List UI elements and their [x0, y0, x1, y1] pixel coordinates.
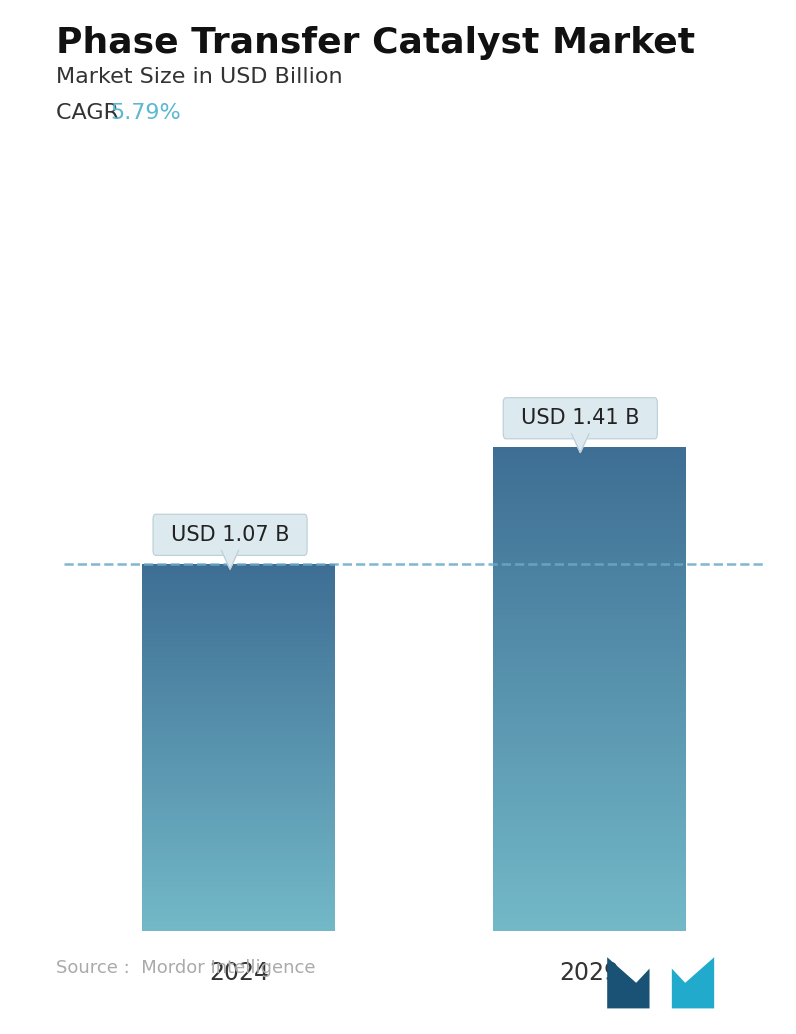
Text: 2024: 2024	[209, 962, 269, 985]
Text: 2029: 2029	[559, 962, 619, 985]
FancyBboxPatch shape	[153, 514, 307, 555]
Text: Phase Transfer Catalyst Market: Phase Transfer Catalyst Market	[56, 26, 695, 60]
Text: Market Size in USD Billion: Market Size in USD Billion	[56, 67, 342, 87]
FancyBboxPatch shape	[503, 398, 657, 438]
Text: 5.79%: 5.79%	[110, 103, 181, 123]
Text: USD 1.41 B: USD 1.41 B	[521, 408, 639, 428]
Polygon shape	[572, 433, 589, 453]
Polygon shape	[607, 957, 650, 1008]
Polygon shape	[672, 957, 714, 1008]
Text: USD 1.07 B: USD 1.07 B	[171, 525, 289, 545]
Text: CAGR: CAGR	[56, 103, 126, 123]
Text: Source :  Mordor Intelligence: Source : Mordor Intelligence	[56, 960, 315, 977]
Polygon shape	[221, 550, 239, 569]
